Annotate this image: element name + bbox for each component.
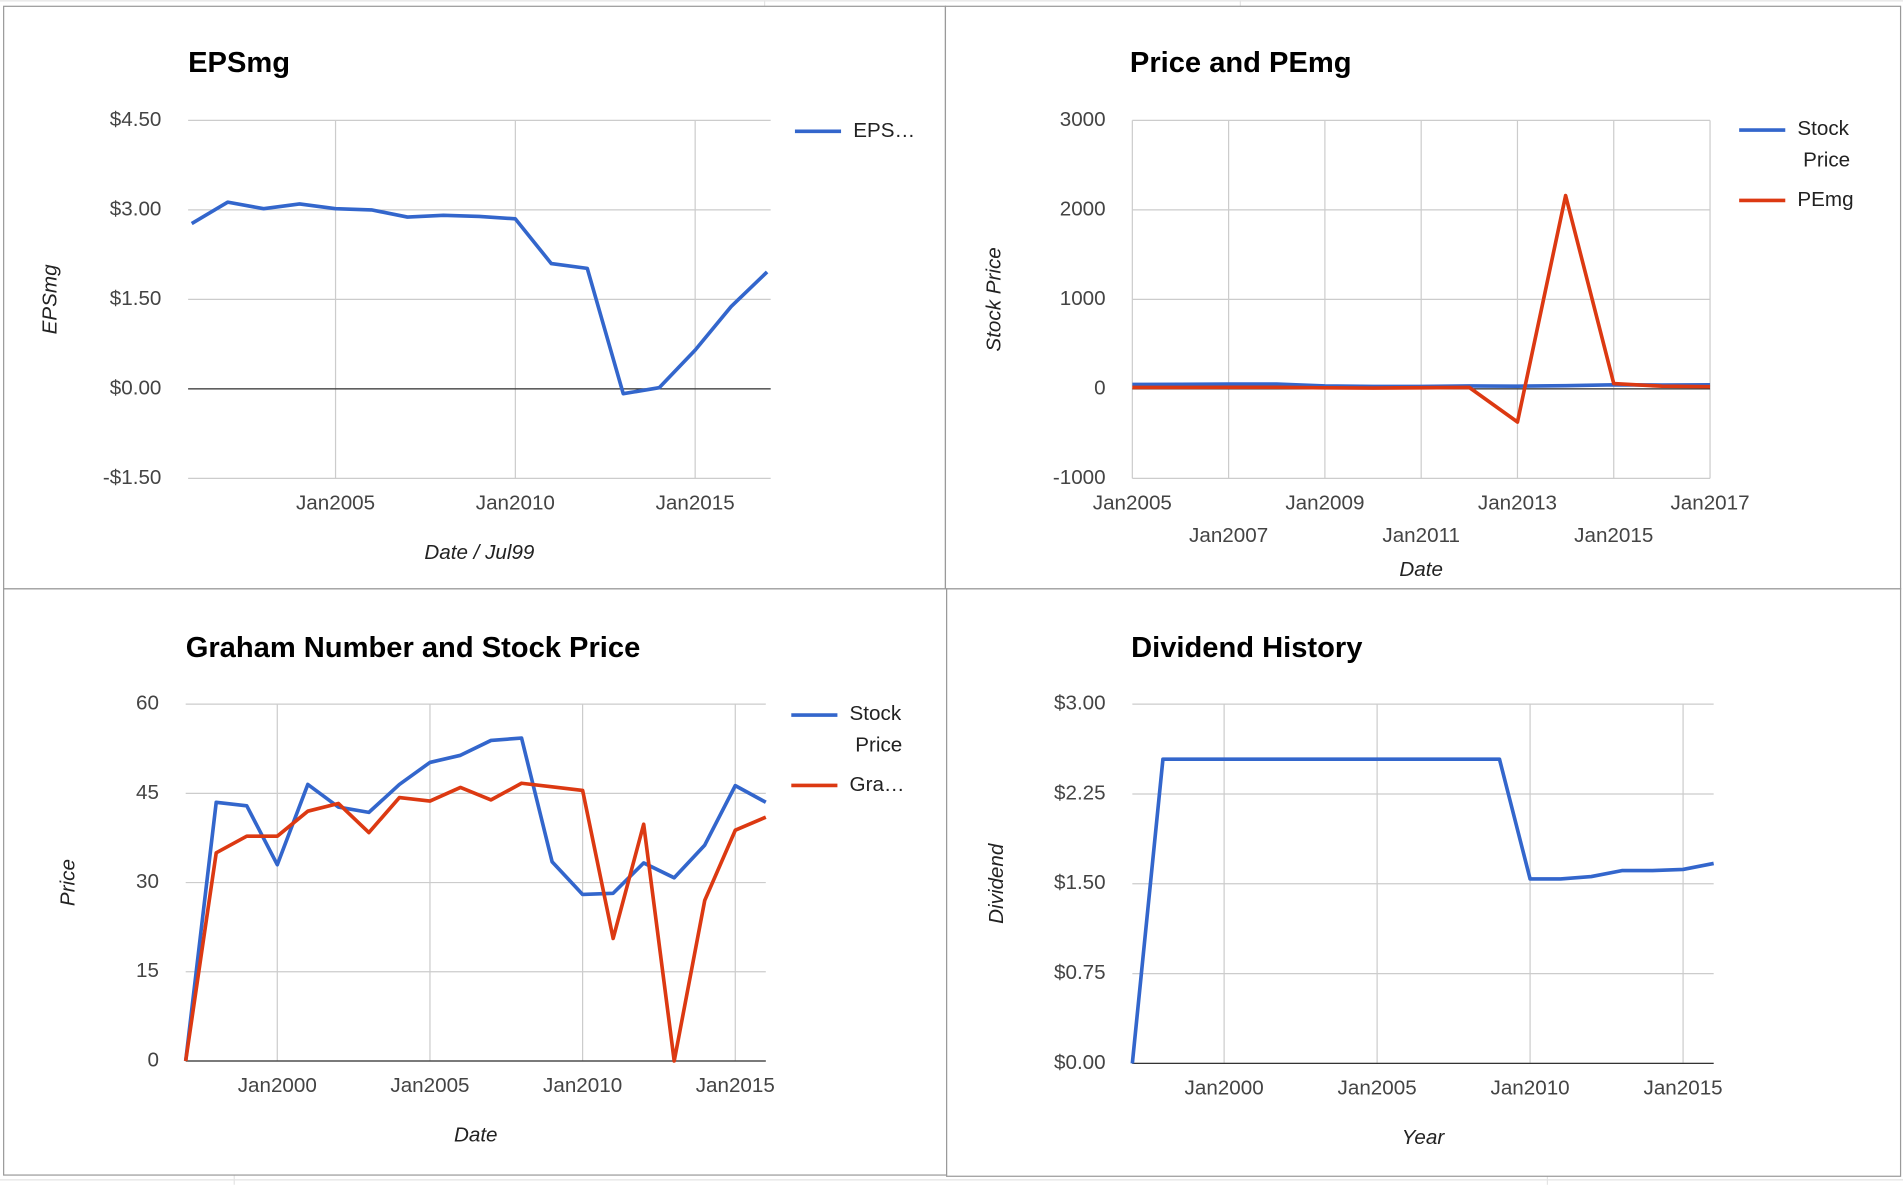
x-tick-label: Jan2017 <box>1670 491 1749 514</box>
x-tick-label: Jan2005 <box>1093 491 1172 514</box>
x-tick-label: Jan2011 <box>1382 524 1460 547</box>
y-tick-label: $4.50 <box>110 108 162 131</box>
x-tick-label: Jan2015 <box>1644 1076 1723 1099</box>
legend-label: PEmg <box>1797 188 1853 211</box>
x-tick-label: Jan2015 <box>696 1074 775 1097</box>
y-tick-label: $1.50 <box>110 287 162 310</box>
data-line <box>1130 757 1715 1064</box>
chart: Graham Number and Stock Price Price Date 0 1… <box>57 632 905 1146</box>
x-tick-label: Jan2010 <box>476 491 555 514</box>
legend-label: Stock Price <box>850 703 903 758</box>
data-line <box>1132 193 1711 424</box>
panel <box>944 5 1902 590</box>
y-axis-title: Stock Price <box>983 247 1006 351</box>
x-axis-title: Date / Jul99 <box>424 541 535 564</box>
y-tick-label: $0.00 <box>1054 1051 1106 1074</box>
y-tick-label: $0.75 <box>1054 961 1106 984</box>
x-tick-label: Jan2005 <box>1338 1076 1417 1099</box>
data-line <box>183 736 767 1062</box>
chart: EPSmg EPSmg Date / Jul99 -$1.50 $0.00 $1.50 $3… <box>38 47 915 564</box>
y-tick-label: 0 <box>148 1048 159 1071</box>
y-tick-label: $2.25 <box>1054 781 1106 804</box>
legend-label: Gra… <box>850 773 905 796</box>
x-tick-label: Jan2000 <box>1185 1076 1264 1099</box>
y-tick-label: $1.50 <box>1054 871 1106 894</box>
chart-title: EPSmg <box>188 47 290 79</box>
data-line <box>183 781 767 1063</box>
x-tick-label: Jan2005 <box>390 1074 469 1097</box>
y-tick-label: $3.00 <box>1054 692 1106 715</box>
x-tick-label: Jan2013 <box>1478 491 1557 514</box>
x-tick-label: Jan2009 <box>1285 491 1364 514</box>
x-tick-label: Jan2015 <box>656 491 735 514</box>
x-tick-label: Jan2000 <box>238 1074 317 1097</box>
x-axis-title: Date <box>454 1124 498 1147</box>
x-tick-label: Jan2010 <box>1491 1076 1570 1099</box>
y-tick-label: -1000 <box>1053 466 1106 489</box>
y-tick-label: $3.00 <box>110 197 162 220</box>
x-tick-label: Jan2005 <box>296 491 375 514</box>
y-axis-title: Dividend <box>985 842 1008 924</box>
y-tick-label: 15 <box>136 959 159 982</box>
panel <box>946 588 1902 1177</box>
y-axis-title: EPSmg <box>38 264 61 334</box>
y-tick-label: 2000 <box>1060 197 1106 220</box>
y-tick-label: 1000 <box>1060 287 1106 310</box>
y-tick-label: -$1.50 <box>103 466 161 489</box>
x-axis-title: Year <box>1402 1126 1446 1149</box>
chart-title: Graham Number and Stock Price <box>186 632 641 664</box>
chart: Price and PEmg Stock Price Date -1000 0 1000 2… <box>983 47 1854 581</box>
y-tick-label: 3000 <box>1060 108 1106 131</box>
chart: Dividend History Dividend Year $0.00 $0.75 $1… <box>985 632 1723 1149</box>
y-tick-label: 0 <box>1094 376 1105 399</box>
legend-label: EPS… <box>853 119 915 142</box>
legend-label: Stock Price <box>1797 118 1850 173</box>
x-axis-title: Date <box>1399 558 1443 581</box>
chart-title: Price and PEmg <box>1130 47 1352 79</box>
y-axis-title: Price <box>57 859 80 906</box>
chart-title: Dividend History <box>1131 632 1363 664</box>
x-tick-label: Jan2010 <box>543 1074 622 1097</box>
panel <box>3 5 947 590</box>
y-tick-label: 60 <box>136 692 159 715</box>
y-tick-label: $0.00 <box>110 376 162 399</box>
x-tick-label: Jan2007 <box>1189 524 1268 547</box>
y-tick-label: 45 <box>136 781 159 804</box>
data-line <box>190 200 769 396</box>
x-tick-label: Jan2015 <box>1574 524 1653 547</box>
y-tick-label: 30 <box>136 870 159 893</box>
